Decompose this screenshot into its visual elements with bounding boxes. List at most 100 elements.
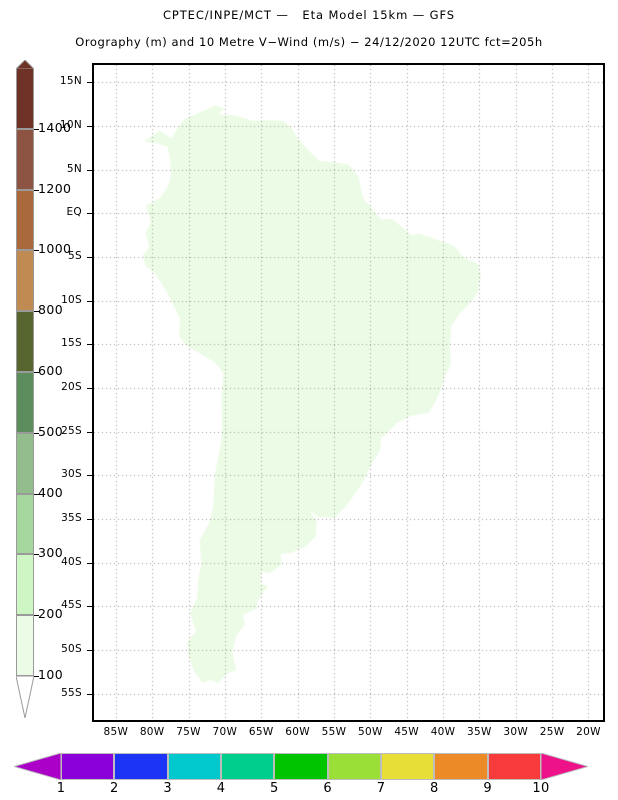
longitude-tick-label: 35W xyxy=(467,726,492,738)
latitude-tick-mark xyxy=(87,475,92,477)
wind-colorbar-segment xyxy=(327,753,381,780)
longitude-tick-label: 85W xyxy=(103,726,129,738)
latitude-tick-mark xyxy=(87,82,92,84)
orography-tick-label: 600 xyxy=(38,363,64,378)
figure-title: CPTEC/INPE/MCT — Eta Model 15km — GFS xyxy=(162,8,456,22)
longitude-tick-label: 30W xyxy=(503,726,529,738)
orography-tick-label: 400 xyxy=(38,484,64,500)
wind-colorbar-segment xyxy=(487,753,541,780)
latitude-tick-label: 10S xyxy=(61,293,82,306)
orography-colorbar-segment xyxy=(16,432,34,494)
latitude-tick-mark xyxy=(87,431,92,433)
latitude-tick-label: 30S xyxy=(61,468,82,481)
latitude-tick-mark xyxy=(87,606,92,608)
wind-colorbar-left-cap xyxy=(14,753,61,780)
latitude-tick-label: 45S xyxy=(61,599,82,612)
orography-tick-mark xyxy=(34,432,39,434)
wind-tick-label: 3 xyxy=(163,781,172,796)
orography-tick-mark xyxy=(34,554,39,556)
longitude-tick-label: 45W xyxy=(394,726,419,738)
wind-tick-label: 2 xyxy=(110,781,119,796)
latitude-tick-label: 25S xyxy=(61,424,82,437)
orography-colorbar-segment xyxy=(16,189,34,251)
latitude-tick-mark xyxy=(87,300,92,302)
wind-speed-colorbar xyxy=(61,753,541,780)
latitude-tick-mark xyxy=(87,257,92,259)
longitude-tick-label: 65W xyxy=(248,726,274,738)
figure-subtitle: Orography (m) and 10 Metre V−Wind (m/s) … xyxy=(75,35,543,49)
wind-tick-label: 10 xyxy=(532,781,550,796)
wind-tick-label: 6 xyxy=(323,781,332,796)
orography-tick-mark xyxy=(34,493,39,495)
longitude-tick-label: 60W xyxy=(285,726,310,738)
orography-tick-label: 200 xyxy=(38,606,64,622)
longitude-tick-label: 25W xyxy=(539,726,565,738)
orography-tick-mark xyxy=(34,250,39,252)
orography-tick-label: 500 xyxy=(38,423,64,439)
wind-tick-label: 8 xyxy=(430,781,439,796)
orography-tick-label: 1200 xyxy=(38,180,72,196)
latitude-tick-label: 50S xyxy=(61,643,82,656)
orography-tick-mark xyxy=(34,615,39,617)
longitude-tick-label: 70W xyxy=(212,726,238,738)
latitude-tick-label: 15N xyxy=(59,75,82,88)
orography-colorbar-segment xyxy=(16,250,34,312)
latitude-tick-label: 40S xyxy=(61,555,82,568)
orography-colorbar-segment xyxy=(16,68,34,129)
wind-colorbar-right-cap xyxy=(541,753,588,780)
longitude-tick-label: 50W xyxy=(357,726,383,738)
wind-colorbar-segment xyxy=(114,753,168,780)
wind-tick-label: 1 xyxy=(56,781,66,796)
latitude-tick-mark xyxy=(87,650,92,652)
longitude-tick-label: 55W xyxy=(321,726,347,738)
orography-tick-label: 100 xyxy=(38,667,64,682)
latitude-tick-label: 15S xyxy=(61,337,82,350)
longitude-tick-label: 75W xyxy=(176,726,201,738)
wind-tick-label: 5 xyxy=(270,781,279,796)
orography-colorbar-segment xyxy=(16,311,34,372)
latitude-tick-mark xyxy=(87,693,92,695)
latitude-tick-mark xyxy=(87,169,92,171)
longitude-tick-label: 20W xyxy=(576,726,601,738)
latitude-tick-label: 35S xyxy=(61,512,82,525)
longitude-tick-label: 40W xyxy=(430,726,456,738)
orography-tick-mark xyxy=(34,128,39,130)
orography-colorbar-segment xyxy=(16,554,34,616)
orography-tick-label: 800 xyxy=(38,302,64,318)
latitude-tick-mark xyxy=(87,344,92,346)
orography-tick-mark xyxy=(34,311,39,313)
orography-tick-mark xyxy=(34,372,39,373)
map-plot-area xyxy=(92,63,605,722)
orography-colorbar-segment xyxy=(16,128,34,190)
latitude-tick-mark xyxy=(87,388,92,390)
wind-colorbar-segment xyxy=(167,753,221,780)
latitude-tick-label: 10N xyxy=(59,119,82,132)
orography-colorbar-segment xyxy=(16,372,34,433)
orography-colorbar-segment xyxy=(16,615,34,676)
latitude-tick-mark xyxy=(87,213,92,215)
wind-colorbar-segment xyxy=(61,753,115,780)
orography-tick-mark xyxy=(34,189,39,191)
wind-colorbar-segment xyxy=(381,753,435,780)
orography-tick-label: 1400 xyxy=(38,119,72,135)
longitude-tick-label: 80W xyxy=(139,726,165,738)
latitude-tick-label: 5S xyxy=(68,250,82,263)
latitude-tick-label: 55S xyxy=(61,686,82,699)
wind-colorbar-segment xyxy=(434,753,488,780)
wind-vector-layer xyxy=(94,65,603,720)
wind-tick-label: 4 xyxy=(216,781,226,796)
latitude-tick-label: 5N xyxy=(66,162,82,175)
latitude-tick-mark xyxy=(87,519,92,521)
latitude-tick-label: EQ xyxy=(66,206,82,219)
orography-colorbar-segment xyxy=(16,493,34,555)
orography-colorbar xyxy=(16,68,34,676)
wind-tick-label: 9 xyxy=(483,781,492,796)
latitude-tick-label: 20S xyxy=(61,381,82,394)
wind-tick-label: 7 xyxy=(376,781,386,796)
orography-tick-label: 1000 xyxy=(38,241,72,257)
orography-tick-label: 300 xyxy=(38,545,64,561)
latitude-tick-mark xyxy=(87,126,92,128)
latitude-tick-mark xyxy=(87,562,92,564)
wind-colorbar-segment xyxy=(221,753,275,780)
